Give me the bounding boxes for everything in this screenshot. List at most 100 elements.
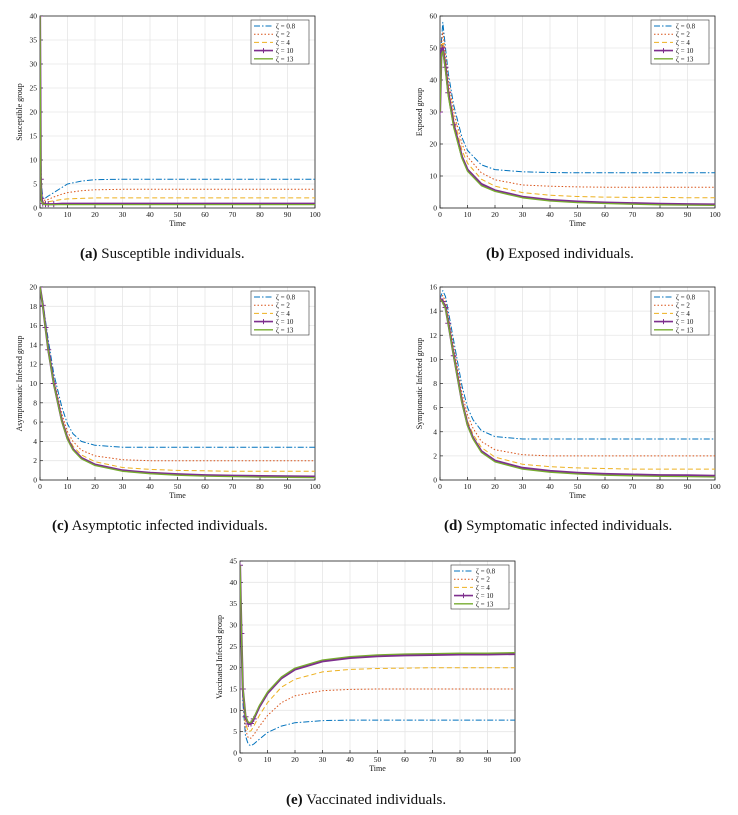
series-line-1 xyxy=(440,294,715,457)
legend: ζ = 0.8ζ = 2ζ = 4ζ = 10ζ = 13 xyxy=(250,19,310,65)
y-axis-label: Susceptible group xyxy=(15,83,24,141)
series-group xyxy=(440,290,715,478)
caption-b: (b) Exposed individuals. xyxy=(486,246,634,262)
legend-label: ζ = 4 xyxy=(276,310,290,318)
x-tick-label: 60 xyxy=(401,755,409,764)
legend-box xyxy=(650,290,710,336)
x-tick-label: 30 xyxy=(319,755,327,764)
legend-marker xyxy=(461,593,466,599)
x-tick-label: 30 xyxy=(119,482,127,491)
y-tick-label: 30 xyxy=(30,60,38,69)
x-tick-label: 50 xyxy=(574,482,582,491)
series-group xyxy=(40,287,315,479)
x-axis-label: Time xyxy=(169,219,186,228)
y-tick-label: 30 xyxy=(230,621,238,630)
x-axis-label: Time xyxy=(569,219,586,228)
chart-2: 0 10 20 30 40 50 60 70 80 90 100 0 2 4 6 8 10 12 14 16 18 20 T… xyxy=(15,283,321,501)
y-tick-label: 20 xyxy=(430,140,438,149)
series-line-0 xyxy=(40,16,315,199)
caption-d: (d) Symptomatic infected individuals. xyxy=(444,518,673,534)
legend-marker xyxy=(661,319,666,325)
legend-label: ζ = 0.8 xyxy=(676,294,696,302)
x-tick-label: 40 xyxy=(146,482,154,491)
y-tick-label: 0 xyxy=(433,476,437,485)
y-tick-label: 60 xyxy=(430,12,438,21)
x-tick-label: 70 xyxy=(629,210,637,219)
x-tick-label: 0 xyxy=(38,210,42,219)
x-tick-label: 20 xyxy=(491,210,499,219)
series-line-0 xyxy=(440,290,715,440)
x-tick-label: 60 xyxy=(601,482,609,491)
legend-label: ζ = 2 xyxy=(676,302,690,310)
series-group xyxy=(40,16,315,208)
x-tick-label: 70 xyxy=(229,482,237,491)
legend-label: ζ = 2 xyxy=(476,576,490,584)
legend-label: ζ = 2 xyxy=(276,302,290,310)
y-tick-label: 25 xyxy=(230,642,238,651)
x-tick-label: 50 xyxy=(374,755,382,764)
y-tick-label: 0 xyxy=(233,749,237,758)
x-tick-label: 0 xyxy=(238,755,242,764)
chart-1: 0 10 20 30 40 50 60 70 80 90 100 0 10 20 30 40 50 60 Time E… xyxy=(415,12,721,229)
series-line-4 xyxy=(440,50,715,207)
x-tick-label: 60 xyxy=(601,210,609,219)
legend-box xyxy=(250,290,310,336)
legend-label: ζ = 0.8 xyxy=(276,23,296,31)
y-tick-label: 12 xyxy=(430,331,438,340)
legend-label: ζ = 13 xyxy=(276,326,294,334)
legend: ζ = 0.8ζ = 2ζ = 4ζ = 10ζ = 13 xyxy=(250,290,310,336)
y-tick-label: 25 xyxy=(30,84,38,93)
series-marker xyxy=(440,109,443,115)
legend-label: ζ = 4 xyxy=(276,39,290,47)
y-tick-label: 10 xyxy=(430,355,438,364)
legend-label: ζ = 0.8 xyxy=(676,23,696,31)
legend: ζ = 0.8ζ = 2ζ = 4ζ = 10ζ = 13 xyxy=(650,19,710,65)
x-tick-label: 90 xyxy=(484,755,492,764)
y-tick-label: 10 xyxy=(30,379,38,388)
x-tick-label: 40 xyxy=(546,482,554,491)
series-line-2 xyxy=(240,565,515,733)
x-tick-label: 70 xyxy=(429,755,437,764)
y-tick-label: 15 xyxy=(230,685,238,694)
y-tick-label: 14 xyxy=(430,307,438,316)
series-line-4 xyxy=(40,16,315,206)
x-tick-label: 10 xyxy=(64,210,72,219)
legend-marker xyxy=(261,48,266,54)
legend-box xyxy=(450,564,510,610)
x-tick-label: 30 xyxy=(119,210,127,219)
chart-0: 0 10 20 30 40 50 60 70 80 90 100 0 5 10 15 20 25 30 35 40 Ti… xyxy=(15,12,321,229)
series-line-0 xyxy=(240,565,515,747)
series-group xyxy=(240,562,515,747)
y-tick-label: 15 xyxy=(30,132,38,141)
legend-marker xyxy=(261,319,266,325)
legend-label: ζ = 10 xyxy=(476,592,494,600)
y-tick-label: 16 xyxy=(430,283,438,292)
y-tick-label: 10 xyxy=(430,172,438,181)
x-tick-label: 70 xyxy=(229,210,237,219)
legend: ζ = 0.8ζ = 2ζ = 4ζ = 10ζ = 13 xyxy=(450,564,510,610)
chart-4: 0 10 20 30 40 50 60 70 80 90 100 0 5 10 15 20 25 30 35 40 45… xyxy=(215,557,521,774)
y-tick-label: 6 xyxy=(433,403,437,412)
series-group xyxy=(440,21,715,207)
x-tick-label: 0 xyxy=(438,482,442,491)
x-tick-label: 80 xyxy=(256,482,264,491)
y-tick-label: 0 xyxy=(33,204,37,213)
x-tick-label: 0 xyxy=(38,482,42,491)
x-tick-label: 10 xyxy=(464,210,472,219)
y-tick-label: 20 xyxy=(230,663,238,672)
series-line-4 xyxy=(440,298,715,478)
x-tick-label: 90 xyxy=(684,210,692,219)
y-tick-label: 20 xyxy=(30,108,38,117)
x-tick-label: 80 xyxy=(656,210,664,219)
legend-label: ζ = 4 xyxy=(476,584,490,592)
legend-marker xyxy=(661,48,666,54)
x-tick-label: 90 xyxy=(284,210,292,219)
x-tick-label: 90 xyxy=(284,482,292,491)
legend-label: ζ = 13 xyxy=(476,600,494,608)
legend-label: ζ = 2 xyxy=(276,31,290,39)
series-line-4 xyxy=(40,287,315,479)
series-line-1 xyxy=(440,31,715,188)
x-tick-label: 80 xyxy=(256,210,264,219)
legend-label: ζ = 10 xyxy=(276,318,294,326)
